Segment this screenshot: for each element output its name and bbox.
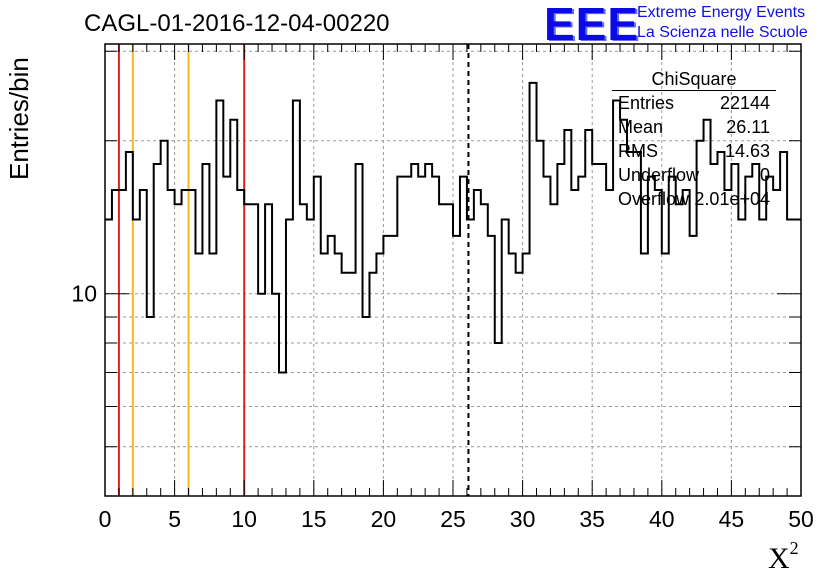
stats-value: 2.01e+04 xyxy=(694,189,770,209)
stats-row-rms: RMS 14.63 xyxy=(612,139,776,163)
stats-value: 0 xyxy=(759,165,770,185)
x-tick-label: 5 xyxy=(168,506,181,532)
tick-labels: 0 5 10 15 20 25 30 35 40 45 50 10 xyxy=(71,281,813,532)
chart-title: CAGL-01-2016-12-04-00220 xyxy=(84,10,390,37)
x-tick-label: 20 xyxy=(371,506,397,532)
stats-label: Entries xyxy=(618,93,675,113)
x-tick-label: 45 xyxy=(719,506,745,532)
stats-box: ChiSquare Entries 22144 Mean 26.11 RMS 1… xyxy=(612,68,776,211)
x-tick-label: 0 xyxy=(99,506,112,532)
stats-value: 14.63 xyxy=(724,141,770,161)
stats-row-mean: Mean 26.11 xyxy=(612,115,776,139)
stats-row-overflow: Overflow 2.01e+04 xyxy=(612,187,776,211)
x-tick-label: 35 xyxy=(579,506,605,532)
reference-lines xyxy=(117,44,470,496)
histogram-series xyxy=(105,81,801,374)
x-axis-label-superscript: 2 xyxy=(789,538,799,558)
axis-ticks xyxy=(104,44,802,497)
stats-label: Underflow xyxy=(618,165,700,185)
grid xyxy=(105,44,801,497)
y-tick-label: 10 xyxy=(71,281,97,307)
logo-line-2: La Scienza nelle Scuole xyxy=(637,24,808,41)
x-tick-label: 40 xyxy=(649,506,675,532)
stats-row-underflow: Underflow 0 xyxy=(612,163,776,187)
stats-row-entries: Entries 22144 xyxy=(612,91,776,115)
x-tick-label: 30 xyxy=(510,506,536,532)
y-axis-label: Entries/bin xyxy=(4,57,34,180)
histogram-step-line xyxy=(105,81,801,374)
stats-title: ChiSquare xyxy=(612,68,776,91)
logo-mark: EEE xyxy=(544,0,640,50)
x-tick-label: 10 xyxy=(231,506,257,532)
x-tick-label: 25 xyxy=(440,506,466,532)
stats-value: 22144 xyxy=(719,93,770,113)
x-axis-label: X2 xyxy=(768,538,799,576)
stats-label: Mean xyxy=(618,117,664,137)
stats-label: RMS xyxy=(618,141,658,161)
x-tick-label: 50 xyxy=(788,506,814,532)
logo-line-1: Extreme Energy Events xyxy=(637,4,806,21)
stats-value: 26.11 xyxy=(726,117,770,137)
x-tick-label: 15 xyxy=(301,506,327,532)
x-axis-label-text: X xyxy=(768,542,790,575)
stats-label: Overflow xyxy=(618,189,690,209)
